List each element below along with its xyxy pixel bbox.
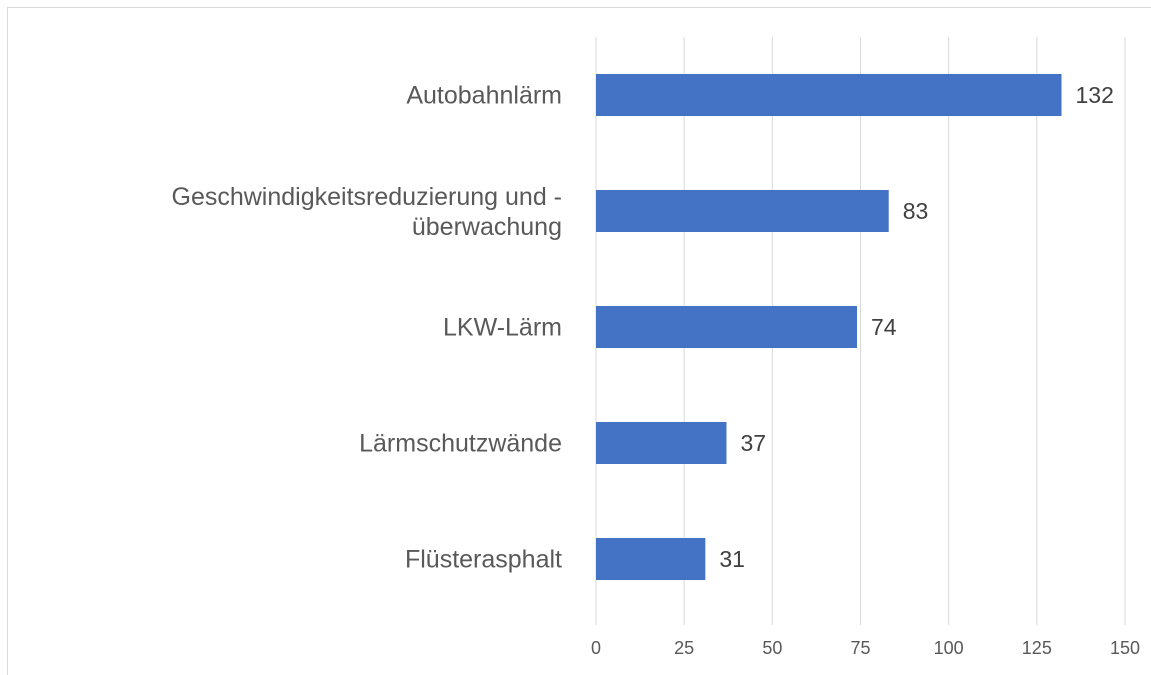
data-label: 37: [740, 430, 766, 456]
bar: [596, 538, 706, 580]
x-tick-label: 25: [674, 638, 694, 658]
y-tick-label: Lärmschutzwände: [359, 430, 562, 458]
x-tick-label: 75: [850, 638, 870, 658]
chart-border: [7, 7, 1151, 675]
data-label: 31: [719, 546, 745, 572]
bar: [596, 190, 889, 232]
x-tick-label: 50: [762, 638, 782, 658]
x-tick-label: 150: [1110, 638, 1140, 658]
y-tick-label: Autobahnlärm: [406, 82, 562, 110]
y-tick-label: Flüsterasphalt: [405, 546, 562, 574]
bar: [596, 74, 1062, 116]
data-label: 83: [903, 198, 929, 224]
data-label: 132: [1076, 82, 1114, 108]
x-tick-label: 100: [934, 638, 964, 658]
bar: [596, 306, 857, 348]
x-tick-label: 0: [591, 638, 601, 658]
data-label: 74: [871, 314, 897, 340]
y-tick-label: Geschwindigkeitsreduzierung und -überwac…: [172, 183, 563, 241]
y-tick-label: LKW-Lärm: [443, 314, 562, 342]
x-tick-label: 125: [1022, 638, 1052, 658]
bar: [596, 422, 727, 464]
